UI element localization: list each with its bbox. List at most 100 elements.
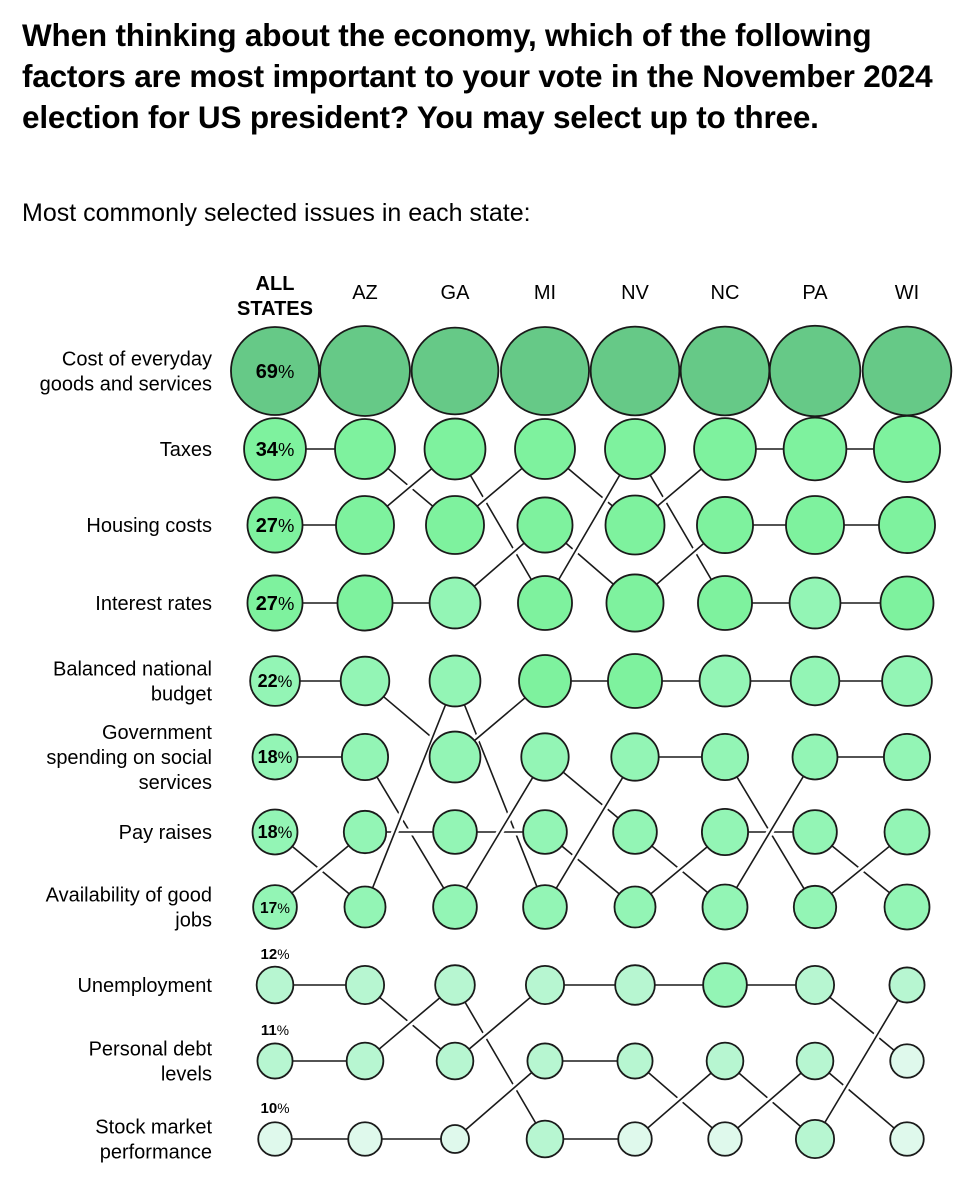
all-states-value-label: 22% [258, 671, 293, 691]
column-headers: ALL STATES AZ GA MI NV NC PA WI [237, 273, 919, 320]
bubble-az-personal-debt-levels [345, 1041, 385, 1081]
connector-line-personal-debt-levels [814, 984, 908, 1140]
bubble-nv-personal-debt-levels [617, 1121, 653, 1157]
bubble-mi-stock-market-performance [526, 1042, 564, 1080]
bubble-wi-availability-of-good-jobs [883, 883, 931, 931]
bubble-az-stock-market-performance [347, 1121, 383, 1157]
bubble-all-states-pay-raises [251, 808, 299, 856]
connector-line-pay-raises [364, 680, 456, 908]
bubble-ga-unemployment [435, 1041, 475, 1081]
bubble-ga-interest-rates [428, 576, 482, 630]
bubble-nc-availability-of-good-jobs [700, 807, 750, 857]
bubble-mi-interest-rates [516, 496, 574, 554]
bubble-az-availability-of-good-jobs [342, 809, 388, 855]
chart-subtitle: Most commonly selected issues in each st… [22, 199, 531, 227]
row-label-unemployment: Unemployment [77, 975, 212, 997]
column-header-all-states: ALL [256, 273, 295, 295]
bubble-nc-interest-rates [696, 496, 754, 554]
bubble-all-states-personal-debt-levels [256, 1042, 294, 1080]
bubble-mi-balanced-national-budget [518, 654, 572, 708]
all-states-value-label: 34% [256, 439, 295, 461]
all-states-percent-labels: 69% 34% 27% 27% 22% 18% 18% 17% 12% 11% 10% [256, 361, 295, 1117]
bubble-all-states-interest-rates [246, 574, 304, 632]
bubble-wi-pay-raises [883, 808, 931, 856]
connector-line-personal-debt-levels [454, 984, 546, 1140]
bubble-nc-balanced-national-budget [698, 654, 752, 708]
bubble-az-unemployment [344, 964, 386, 1006]
row-label-personal-debt-levels: Personal debt levels [89, 1039, 213, 1086]
row-label-interest-rates: Interest rates [95, 593, 212, 615]
bubble-all-states-taxes [243, 417, 307, 481]
bubble-pa-pay-raises [792, 884, 838, 930]
bubble-az-cost-of-everyday-goods-and-services [319, 325, 411, 417]
bubble-pa-housing-costs [788, 576, 842, 630]
bubble-mi-taxes [514, 418, 576, 480]
bubble-nv-stock-market-performance [616, 1042, 654, 1080]
connector-line-government-spending-on-social-services [454, 756, 546, 908]
column-header-pa: PA [802, 282, 828, 304]
bubble-nv-cost-of-everyday-goods-and-services [589, 325, 681, 417]
bubble-pa-stock-market-performance [795, 1041, 835, 1081]
bubble-wi-housing-costs [879, 575, 935, 631]
bubble-all-states-government-spending-on-social-services [251, 733, 299, 781]
bubble-wi-interest-rates [878, 496, 936, 554]
bubble-all-states-availability-of-good-jobs [252, 884, 298, 930]
bubble-az-housing-costs [335, 495, 395, 555]
bubble-ga-personal-debt-levels [434, 964, 476, 1006]
bubble-wi-government-spending-on-social-services [882, 732, 932, 782]
connector-line-stock-market-performance [724, 1060, 816, 1140]
bubble-all-states-balanced-national-budget [249, 655, 301, 707]
all-states-value-label: 17% [260, 900, 290, 917]
bubble-nv-government-spending-on-social-services [612, 809, 658, 855]
bubble-nc-housing-costs [697, 575, 753, 631]
row-label-availability-of-good-jobs: Availability of good jobs [46, 885, 212, 932]
bubble-pa-availability-of-good-jobs [792, 809, 838, 855]
bubble-wi-stock-market-performance [889, 1121, 925, 1157]
bubble-nc-government-spending-on-social-services [701, 883, 749, 931]
all-states-value-label: 69% [256, 361, 295, 383]
row-label-housing-costs: Housing costs [86, 515, 212, 537]
column-header-ga: GA [441, 282, 471, 304]
column-header-nc: NC [711, 282, 740, 304]
bubble-pa-interest-rates [785, 495, 845, 555]
bubble-wi-taxes [873, 415, 941, 483]
column-header-all-states: STATES [237, 298, 313, 320]
bubble-all-states-stock-market-performance [257, 1121, 293, 1157]
all-states-value-label: 10% [261, 1100, 290, 1117]
bubble-wi-unemployment [889, 1043, 925, 1079]
connector-line-stock-market-performance [814, 1060, 908, 1140]
bubble-wi-personal-debt-levels [888, 966, 926, 1004]
bubble-mi-personal-debt-levels [525, 1119, 565, 1159]
all-states-value-label: 27% [256, 593, 295, 615]
all-states-value-label: 18% [258, 822, 293, 842]
bubble-mi-pay-raises [522, 884, 568, 930]
bubble-ga-government-spending-on-social-services [432, 884, 478, 930]
connector-line-pay-raises [454, 680, 546, 908]
row-label-balanced-national-budget: Balanced national budget [53, 659, 212, 706]
bubble-nc-unemployment [702, 962, 748, 1008]
bubble-pa-government-spending-on-social-services [791, 733, 839, 781]
bubble-mi-cost-of-everyday-goods-and-services [500, 326, 590, 416]
bubble-pa-personal-debt-levels [794, 1118, 836, 1160]
all-states-value-label: 18% [258, 747, 293, 767]
bubble-pa-balanced-national-budget [789, 655, 841, 707]
column-header-az: AZ [352, 282, 378, 304]
connector-line-personal-debt-levels [634, 1060, 726, 1140]
bubble-nc-cost-of-everyday-goods-and-services [679, 325, 771, 417]
bubble-pa-unemployment [794, 964, 836, 1006]
bubble-nv-balanced-national-budget [607, 653, 663, 709]
bubble-az-taxes [334, 418, 396, 480]
row-labels: Cost of everyday goods and services Taxes H… [40, 349, 213, 1164]
bubble-ga-stock-market-performance [440, 1124, 470, 1154]
bubble-all-states-unemployment [255, 965, 295, 1005]
bubble-pa-cost-of-everyday-goods-and-services [768, 324, 862, 418]
bubble-nv-unemployment [614, 964, 656, 1006]
bubble-nv-housing-costs [604, 418, 666, 480]
bubble-nv-taxes [604, 494, 666, 556]
bubble-ga-cost-of-everyday-goods-and-services [410, 326, 500, 416]
bubble-wi-balanced-national-budget [881, 655, 933, 707]
all-states-value-label: 27% [256, 515, 295, 537]
connector-line-pay-raises [544, 756, 636, 908]
column-header-wi: WI [895, 282, 919, 304]
